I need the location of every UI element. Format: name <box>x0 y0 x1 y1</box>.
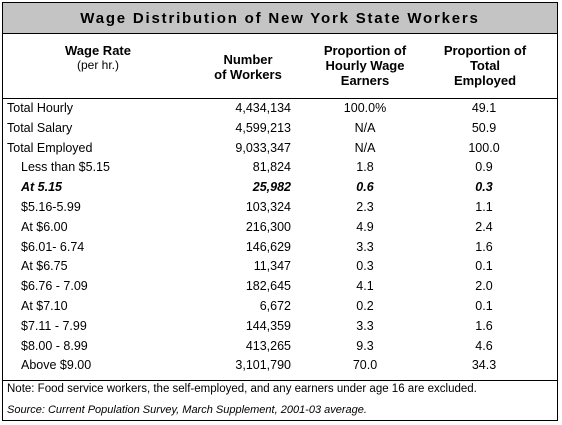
header-divider <box>3 98 557 99</box>
row-total-proportion: 0.9 <box>475 160 493 175</box>
row-workers: 146,629 <box>245 239 291 254</box>
table-row: Less than $5.15 81,824 1.8 0.9 <box>3 158 557 178</box>
table-row: Total Hourly 4,434,134 100.0% 49.1 <box>3 99 557 119</box>
row-hourly-proportion: 0.6 <box>356 180 374 195</box>
wage-table: Wage Distribution of New York State Work… <box>2 2 558 421</box>
row-workers: 216,300 <box>245 219 291 234</box>
row-label: $5.16-5.99 <box>21 199 81 214</box>
header-proportion-total: Proportion of Total Employed <box>435 43 535 88</box>
row-label: Total Hourly <box>7 101 73 115</box>
row-label: $8.00 - 8.99 <box>21 338 88 353</box>
table-title: Wage Distribution of New York State Work… <box>80 9 480 27</box>
row-hourly-proportion: 0.3 <box>356 259 374 274</box>
row-label: Less than $5.15 <box>21 160 110 175</box>
header-hourly-line3: Earners <box>340 73 390 88</box>
header-number-of-workers: Number of Workers <box>193 52 303 82</box>
table-row: Total Employed 9,033,347 N/A 100.0 <box>3 139 557 159</box>
row-label: $7.11 - 7.99 <box>21 318 87 333</box>
row-total-proportion: 50.9 <box>471 120 497 135</box>
row-hourly-proportion: 9.3 <box>356 338 374 353</box>
header-proportion-hourly: Proportion of Hourly Wage Earners <box>315 43 415 88</box>
row-workers: 81,824 <box>252 160 291 175</box>
table-row: $6.76 - 7.09 182,645 4.1 2.0 <box>3 277 557 297</box>
header-workers-line1: Number <box>223 52 273 67</box>
header-hourly-line2: Hourly Wage <box>325 58 405 73</box>
row-total-proportion: 0.3 <box>475 180 493 195</box>
row-hourly-proportion: 1.8 <box>356 160 374 175</box>
row-hourly-proportion: 100.0% <box>343 101 387 115</box>
row-total-proportion: 0.1 <box>475 298 493 313</box>
row-total-proportion: 100.0 <box>468 140 500 155</box>
row-total-proportion: 0.1 <box>475 259 493 274</box>
row-workers: 25,982 <box>252 180 291 195</box>
row-label: At $6.00 <box>21 219 68 234</box>
header-total-line2: Total <box>469 58 501 73</box>
row-hourly-proportion: 3.3 <box>356 318 374 333</box>
table-body: Total Hourly 4,434,134 100.0% 49.1 Total… <box>3 99 557 376</box>
row-label: Total Salary <box>7 120 73 135</box>
row-label: Above $9.00 <box>21 358 92 373</box>
row-label: At $7.10 <box>21 298 68 313</box>
header-wage-rate-sub: (per hr.) <box>76 58 119 72</box>
header-workers-line2: of Workers <box>214 67 282 82</box>
row-label: At $6.75 <box>21 259 68 274</box>
row-hourly-proportion: 4.1 <box>356 279 374 294</box>
table-row-highlighted: At 5.15 25,982 0.6 0.3 <box>3 178 557 198</box>
table-row: At $7.10 6,672 0.2 0.1 <box>3 297 557 317</box>
row-total-proportion: 2.4 <box>475 219 493 234</box>
row-total-proportion: 1.6 <box>475 318 493 333</box>
row-hourly-proportion: 2.3 <box>356 199 374 214</box>
row-hourly-proportion: 70.0 <box>352 358 378 373</box>
table-row: Above $9.00 3,101,790 70.0 34.3 <box>3 356 557 376</box>
title-bar: Wage Distribution of New York State Work… <box>3 3 557 34</box>
table-row: Total Salary 4,599,213 N/A 50.9 <box>3 119 557 139</box>
row-workers: 9,033,347 <box>235 140 291 155</box>
row-label: Total Employed <box>7 140 93 155</box>
row-workers: 4,599,213 <box>235 120 291 135</box>
header-wage-rate-label: Wage Rate <box>65 43 131 58</box>
row-workers: 6,672 <box>259 298 291 313</box>
header-wage-rate: Wage Rate (per hr.) <box>43 43 153 73</box>
row-workers: 4,434,134 <box>235 101 291 115</box>
row-hourly-proportion: 3.3 <box>356 239 374 254</box>
row-total-proportion: 1.6 <box>475 239 493 254</box>
table-row: At $6.00 216,300 4.9 2.4 <box>3 218 557 238</box>
row-total-proportion: 34.3 <box>471 358 497 373</box>
row-total-proportion: 4.6 <box>475 338 493 353</box>
row-hourly-proportion: N/A <box>354 140 376 155</box>
table-row: $7.11 - 7.99 144,359 3.3 1.6 <box>3 317 557 337</box>
header-total-line1: Proportion of <box>443 43 527 58</box>
row-hourly-proportion: N/A <box>354 120 376 135</box>
row-label: $6.76 - 7.09 <box>21 279 88 294</box>
row-total-proportion: 49.1 <box>471 101 497 115</box>
row-workers: 11,347 <box>253 259 291 274</box>
table-row: $8.00 - 8.99 413,265 9.3 4.6 <box>3 337 557 357</box>
row-workers: 144,359 <box>245 318 291 333</box>
table-row: $6.01- 6.74 146,629 3.3 1.6 <box>3 238 557 258</box>
row-total-proportion: 1.1 <box>475 199 493 214</box>
table-note: Note: Food service workers, the self-emp… <box>7 383 477 395</box>
table-row: $5.16-5.99 103,324 2.3 1.1 <box>3 198 557 218</box>
table-row: At $6.75 11,347 0.3 0.1 <box>3 257 557 277</box>
table-source: Source: Current Population Survey, March… <box>7 404 367 416</box>
row-label: At 5.15 <box>21 180 62 195</box>
header-total-line3: Employed <box>453 73 517 88</box>
header-hourly-line1: Proportion of <box>323 43 407 58</box>
row-workers: 3,101,790 <box>235 358 291 373</box>
row-label: $6.01- 6.74 <box>21 239 85 254</box>
row-total-proportion: 2.0 <box>475 279 493 294</box>
row-hourly-proportion: 0.2 <box>356 298 374 313</box>
row-hourly-proportion: 4.9 <box>356 219 374 234</box>
footer-divider <box>3 380 557 381</box>
row-workers: 103,324 <box>245 199 291 214</box>
row-workers: 413,265 <box>245 338 291 353</box>
row-workers: 182,645 <box>245 279 291 294</box>
